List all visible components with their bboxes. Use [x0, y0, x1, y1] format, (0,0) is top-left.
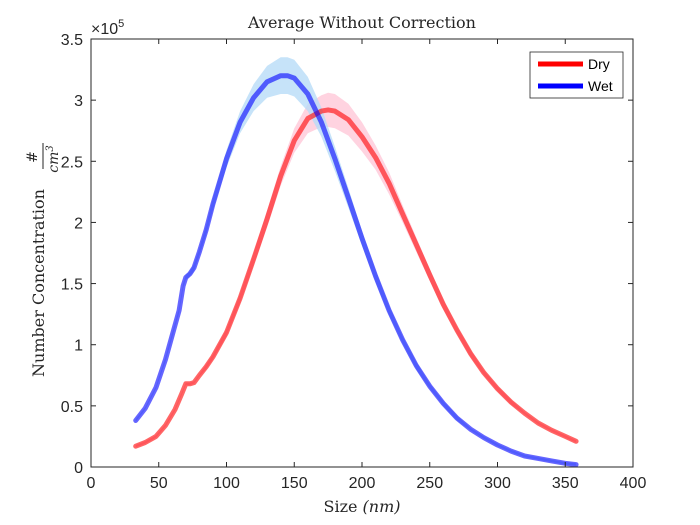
series-line-dry	[133, 107, 579, 449]
plot-area	[91, 39, 633, 467]
x-tick-label: 100	[213, 475, 240, 492]
y-axis-label-denominator: cm3	[45, 145, 62, 173]
y-tick-label: 0	[74, 460, 83, 477]
x-tick-label: 50	[150, 475, 168, 492]
x-axis-ticks: 0 50 100 150 200 250 300 350 400	[87, 39, 647, 492]
y-axis-label-text: Number Concentration	[29, 189, 48, 377]
y-tick-label: 0.5	[61, 399, 83, 416]
chart-title: Average Without Correction	[247, 13, 476, 32]
x-tick-label: 0	[87, 475, 96, 492]
x-axis-label: Size (nm)	[323, 497, 400, 516]
legend-label-dry: Dry	[588, 56, 610, 72]
y-tick-label: 1	[74, 338, 83, 355]
x-tick-label: 350	[552, 475, 579, 492]
y-tick-label: 2	[74, 215, 83, 232]
y-exponent-label: ×105	[91, 18, 124, 38]
y-tick-label: 2.5	[61, 154, 83, 171]
legend-box	[529, 51, 624, 99]
y-axis-label: Number Concentration # cm3	[25, 143, 62, 377]
x-tick-label: 400	[620, 475, 647, 492]
series-lines	[133, 73, 579, 468]
legend: Dry Wet	[529, 51, 624, 99]
y-axis-ticks: 0 0.5 1 1.5 2 2.5 3 3.5	[61, 32, 633, 477]
y-tick-label: 1.5	[61, 277, 83, 294]
y-axis-label-numerator: #	[25, 151, 41, 163]
series-line-wet	[133, 73, 579, 468]
x-tick-label: 150	[281, 475, 308, 492]
x-tick-label: 300	[484, 475, 511, 492]
y-tick-label: 3	[74, 93, 83, 110]
y-tick-label: 3.5	[61, 32, 83, 49]
x-tick-label: 250	[416, 475, 443, 492]
x-tick-label: 200	[349, 475, 376, 492]
legend-label-wet: Wet	[588, 78, 613, 94]
